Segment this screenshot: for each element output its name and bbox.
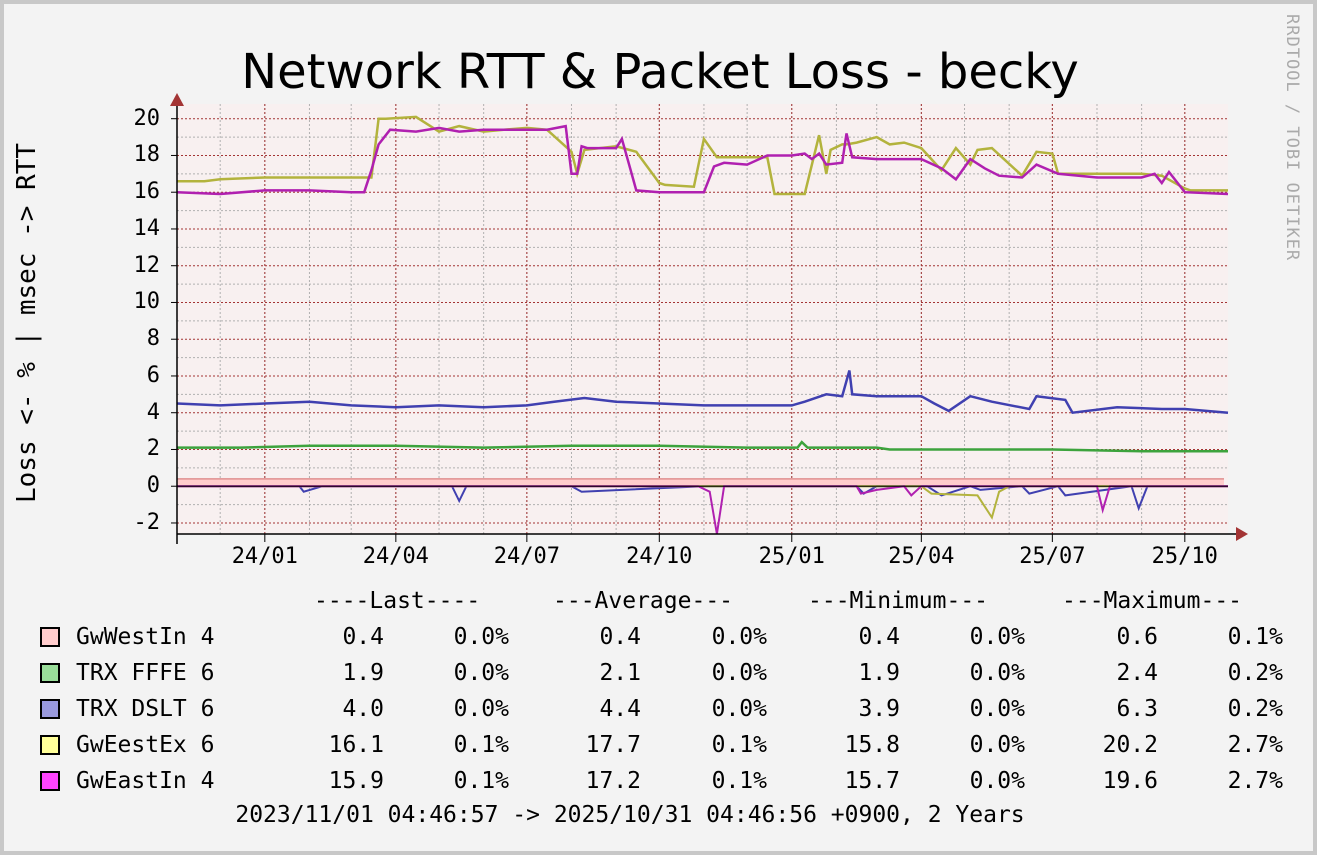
legend-value: 0.2%: [1227, 660, 1283, 686]
legend-value: 0.1%: [711, 732, 767, 758]
legend-value: 2.4: [1116, 660, 1158, 686]
legend-value: 16.1: [328, 732, 384, 758]
legend-value: 2.7%: [1227, 732, 1283, 758]
legend-value: 1.9: [342, 660, 384, 686]
legend-value: 0.4: [858, 624, 900, 650]
series-line-gweastin-4: [176, 124, 1229, 196]
x-tick-label: 25/01: [758, 544, 825, 569]
legend-value: 0.0%: [969, 624, 1025, 650]
y-tick-label: 18: [133, 142, 161, 168]
chart-title: Network RTT & Packet Loss - becky: [241, 44, 1079, 100]
series-line-trx-dslt-6: [176, 370, 1229, 415]
y-axis-arrow: [170, 93, 184, 106]
legend-value: 0.0%: [453, 624, 509, 650]
legend-value: 0.0%: [453, 660, 509, 686]
legend-value: 15.8: [844, 732, 900, 758]
x-tick-label: 25/04: [888, 544, 955, 569]
x-tick-label: 24/07: [493, 544, 560, 569]
legend-swatch: [40, 627, 60, 647]
y-tick-label: 16: [133, 179, 161, 205]
legend-value: 20.2: [1102, 732, 1158, 758]
y-tick-label: 10: [133, 289, 161, 315]
legend-value: 0.1%: [453, 768, 509, 794]
legend-value: 0.0%: [969, 732, 1025, 758]
legend-swatch: [40, 771, 60, 791]
legend-value: 1.9: [858, 660, 900, 686]
x-tick-label: 25/10: [1151, 544, 1218, 569]
legend-value: 0.1%: [1227, 624, 1283, 650]
legend-value: 6.3: [1116, 696, 1158, 722]
legend-value: 0.0%: [711, 696, 767, 722]
legend-value: 2.7%: [1227, 768, 1283, 794]
legend-header: ---Minimum---: [808, 588, 989, 614]
legend-value: 0.0%: [711, 660, 767, 686]
x-tick-label: 25/07: [1019, 544, 1086, 569]
x-axis-arrow: [1236, 527, 1248, 541]
legend-value: 4.0: [342, 696, 384, 722]
y-tick-label: 14: [133, 215, 161, 241]
legend-series-name: TRX FFFE 6: [76, 660, 215, 686]
legend-row: TRX FFFE 6 1.9 0.0% 2.1 0.0% 1.9 0.0% 2.4 0.2%: [40, 660, 1290, 686]
legend-value: 0.1%: [453, 732, 509, 758]
y-tick-label: 2: [146, 436, 160, 462]
legend-value: 0.0%: [969, 696, 1025, 722]
legend-swatch: [40, 735, 60, 755]
x-tick-label: 24/01: [231, 544, 298, 569]
legend-value: 2.1: [599, 660, 641, 686]
legend-value: 0.4: [599, 624, 641, 650]
legend-value: 4.4: [599, 696, 641, 722]
legend-row: GwEestEx 6 16.1 0.1% 17.7 0.1% 15.8 0.0% 20.2 2.…: [40, 732, 1290, 758]
legend-value: 0.1%: [711, 768, 767, 794]
legend-row: TRX DSLT 6 4.0 0.0% 4.4 0.0% 3.9 0.0% 6.3 0.2%: [40, 696, 1290, 722]
legend-value: 0.2%: [1227, 696, 1283, 722]
y-axis-label: Loss <- % | msec -> RTT: [12, 142, 42, 504]
series-line-gweestex-6: [177, 115, 1228, 196]
series-line-trx-fffe-6: [177, 440, 1228, 453]
y-tick-label: 8: [146, 326, 160, 352]
y-tick-label: 6: [146, 362, 160, 388]
legend-header: ---Average---: [553, 588, 734, 614]
y-tick-label: -2: [133, 509, 161, 535]
legend-value: 0.0%: [969, 660, 1025, 686]
legend-value: 0.6: [1116, 624, 1158, 650]
y-tick-label: 4: [146, 399, 160, 425]
series-band-gwwestin-4: [177, 478, 1224, 487]
legend-row: GwWestIn 4 0.4 0.0% 0.4 0.0% 0.4 0.0% 0.6 0.1%: [40, 624, 1290, 650]
time-range-footer: 2023/11/01 04:46:57 -> 2025/10/31 04:46:…: [235, 802, 1025, 828]
x-tick-label: 24/04: [362, 544, 429, 569]
legend-value: 19.6: [1102, 768, 1158, 794]
y-tick-label: 0: [146, 473, 160, 499]
rrdtool-watermark: RRDTOOL / TOBI OETIKER: [1282, 14, 1302, 262]
y-tick-label: 12: [133, 252, 161, 278]
legend-value: 0.0%: [453, 696, 509, 722]
legend-swatch: [40, 699, 60, 719]
legend-value: 0.0%: [969, 768, 1025, 794]
legend-series-name: GwEastIn 4: [76, 768, 215, 794]
legend-value: 15.7: [844, 768, 900, 794]
legend-value: 15.9: [328, 768, 384, 794]
loss-line-gweastin-4: [177, 485, 1228, 535]
legend-value: 0.4: [342, 624, 384, 650]
legend-swatch: [40, 663, 60, 683]
legend-header: ---Maximum---: [1062, 588, 1243, 614]
legend-series-name: GwEestEx 6: [76, 732, 215, 758]
plot-background: [177, 104, 1228, 534]
legend-series-name: TRX DSLT 6: [76, 696, 215, 722]
legend-value: 17.2: [585, 768, 641, 794]
legend-value: 0.0%: [711, 624, 767, 650]
legend-header: ----Last----: [314, 588, 481, 614]
legend-value: 3.9: [858, 696, 900, 722]
y-tick-label: 20: [133, 105, 161, 131]
legend-row: GwEastIn 4 15.9 0.1% 17.2 0.1% 15.7 0.0% 19.6 2.…: [40, 768, 1290, 794]
legend-series-name: GwWestIn 4: [76, 624, 215, 650]
legend-value: 17.7: [585, 732, 641, 758]
x-tick-label: 24/10: [626, 544, 693, 569]
